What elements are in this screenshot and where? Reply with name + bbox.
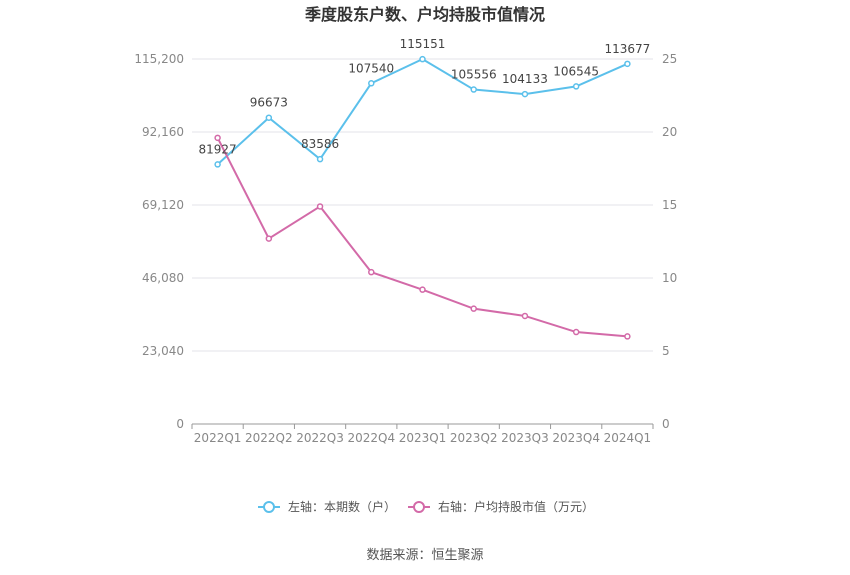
x-axis-tick-label: 2022Q1 [194,431,242,445]
legend: 左轴：本期数（户） 右轴：户均持股市值（万元） [258,499,594,514]
right-axis-tick-label: 20 [662,125,677,139]
right-axis-tick-label: 25 [662,52,677,66]
right-axis-tick-label: 10 [662,271,677,285]
x-axis-tick-label: 2023Q1 [399,431,447,445]
data-label: 105556 [451,68,497,82]
series-line-avg-holding-value [216,137,628,338]
data-label: 113677 [604,42,650,56]
right-axis-tick-label: 0 [662,417,670,431]
left-axis-tick-label: 92,160 [142,125,184,139]
legend-label-right: 右轴：户均持股市值（万元） [438,499,594,514]
series-layer [214,55,631,340]
left-axis-tick-label: 23,040 [142,344,184,358]
data-label: 106545 [553,64,599,78]
data-point[interactable] [624,333,631,340]
axis-layer: 0 23,040 46,080 69,120 92,160 115,200 0 5 10 15 20… [134,52,677,445]
data-point[interactable] [214,134,221,142]
data-label: 104133 [502,72,548,86]
x-axis-tick-label: 2024Q1 [604,431,652,445]
left-axis-tick-label: 0 [176,417,184,431]
data-point[interactable] [624,60,631,68]
data-point[interactable] [521,90,529,98]
right-axis-tick-label: 5 [662,344,670,358]
data-label: 115151 [400,37,446,51]
x-axis-tick-label: 2023Q3 [501,431,549,445]
data-point[interactable] [572,83,580,90]
data-point[interactable] [419,286,426,293]
data-label: 81927 [199,142,237,156]
data-point[interactable] [316,155,324,163]
left-axis-tick-label: 69,120 [142,198,184,212]
legend-label-left: 左轴：本期数（户） [288,499,396,514]
data-point[interactable] [316,203,324,210]
x-axis-tick-label: 2022Q3 [296,431,344,445]
left-axis-tick-label: 115,200 [134,52,184,66]
legend-item-left-series[interactable]: 左轴：本期数（户） [258,499,396,514]
data-point[interactable] [521,312,529,320]
data-point[interactable] [419,55,426,63]
x-axis-tick-label: 2023Q2 [450,431,498,445]
x-axis-tick-label: 2022Q2 [245,431,293,445]
data-label: 107540 [348,61,394,75]
legend-marker-right [413,501,425,513]
data-point[interactable] [214,161,221,168]
data-point[interactable] [470,86,477,93]
data-point[interactable] [265,114,273,121]
data-point[interactable] [265,235,273,242]
data-point[interactable] [572,328,580,336]
data-point[interactable] [368,80,375,87]
legend-item-right-series[interactable]: 右轴：户均持股市值（万元） [408,499,594,514]
data-label: 83586 [301,137,339,151]
data-label: 96673 [250,96,288,110]
x-axis-tick-label: 2023Q4 [552,431,600,445]
data-label-layer: 81927 96673 83586 107540 115151 105556 104133 1… [199,37,651,156]
data-point[interactable] [470,305,477,312]
x-axis-tick-label: 2022Q4 [347,431,395,445]
source-text: 数据来源：恒生聚源 [366,548,483,563]
data-point[interactable] [368,268,375,276]
left-axis-tick-label: 46,080 [142,271,184,285]
legend-marker-left [263,501,275,513]
right-axis-tick-label: 15 [662,198,677,212]
chart-title: 季度股东户数、户均持股市值情况 [304,5,545,24]
